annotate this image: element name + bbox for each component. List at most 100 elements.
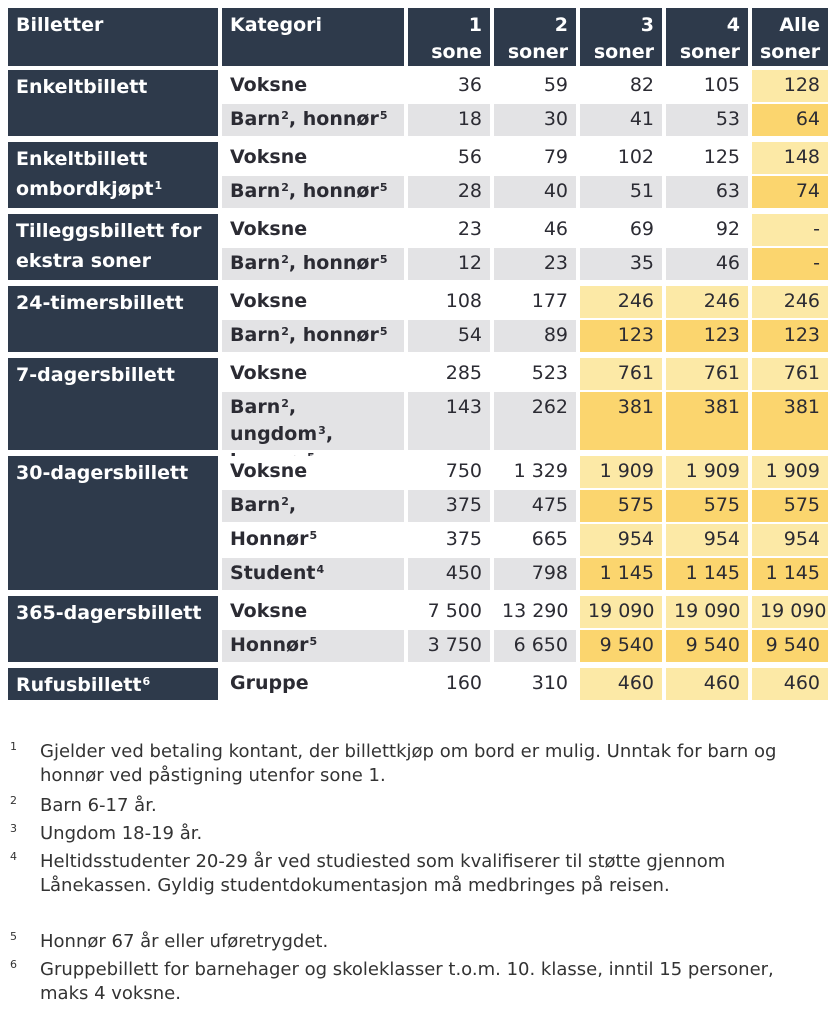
category-cell: Barn2, honnør5 bbox=[222, 248, 404, 280]
price-cell: 128 bbox=[752, 70, 828, 102]
price-cell: 148 bbox=[752, 142, 828, 174]
price-cell: 450 bbox=[408, 558, 490, 590]
price-cell: 1 909 bbox=[666, 456, 748, 488]
price-cell: 761 bbox=[580, 358, 662, 390]
price-cell: 575 bbox=[666, 490, 748, 522]
price-cell: 375 bbox=[408, 490, 490, 522]
price-cell: 102 bbox=[580, 142, 662, 174]
price-cell: 310 bbox=[494, 668, 576, 700]
category-cell: Barn2, honnør5 bbox=[222, 104, 404, 136]
price-cell: 460 bbox=[666, 668, 748, 700]
price-cell: 1 145 bbox=[580, 558, 662, 590]
price-cell: 23 bbox=[494, 248, 576, 280]
ticket-type: 24-timersbillett bbox=[8, 286, 218, 352]
price-cell: 105 bbox=[666, 70, 748, 102]
footnote-marker: 1 bbox=[10, 740, 17, 753]
price-cell: 19 090 bbox=[752, 596, 828, 628]
price-cell: 954 bbox=[752, 524, 828, 556]
price-cell: 1 909 bbox=[752, 456, 828, 488]
price-cell: 177 bbox=[494, 286, 576, 318]
category-cell: Barn2, ungdom3, honnør5 bbox=[222, 392, 404, 472]
zone-number: 4 bbox=[726, 14, 740, 36]
footnote-text: Gjelder ved betaling kontant, der billet… bbox=[40, 741, 777, 786]
price-cell: 3 750 bbox=[408, 630, 490, 662]
zone-unit: sone bbox=[431, 41, 482, 63]
header-zone-4: 4 soner bbox=[666, 8, 748, 66]
category-cell: Voksne bbox=[222, 142, 404, 174]
category-cell: Honnør5 bbox=[222, 630, 404, 662]
header-category: Kategori bbox=[222, 8, 404, 66]
price-cell: 750 bbox=[408, 456, 490, 488]
price-cell: 160 bbox=[408, 668, 490, 700]
price-cell: 9 540 bbox=[752, 630, 828, 662]
zone-unit: soner bbox=[507, 41, 568, 63]
category-cell: Gruppe bbox=[222, 668, 404, 700]
price-cell: 665 bbox=[494, 524, 576, 556]
footnote-marker: 3 bbox=[10, 822, 17, 835]
price-cell: 246 bbox=[580, 286, 662, 318]
ticket-type: Rufusbillett6 bbox=[8, 668, 218, 700]
footnote-text: Gruppebillett for barnehager og skolekla… bbox=[40, 959, 774, 1004]
header-zone-5: Alle soner bbox=[752, 8, 828, 66]
price-cell: 523 bbox=[494, 358, 576, 390]
price-cell: 246 bbox=[752, 286, 828, 318]
price-cell: 12 bbox=[408, 248, 490, 280]
price-cell: 285 bbox=[408, 358, 490, 390]
price-cell: 89 bbox=[494, 320, 576, 352]
price-cell: 6 650 bbox=[494, 630, 576, 662]
category-cell: Barn2, ungdom3 bbox=[222, 490, 404, 543]
price-cell: 460 bbox=[752, 668, 828, 700]
zone-number: 3 bbox=[640, 14, 654, 36]
price-cell: 123 bbox=[580, 320, 662, 352]
category-cell: Voksne bbox=[222, 214, 404, 246]
price-cell: 798 bbox=[494, 558, 576, 590]
category-cell: Student4 bbox=[222, 558, 404, 590]
header-zone-1: 1 sone bbox=[408, 8, 490, 66]
category-cell: Voksne bbox=[222, 596, 404, 628]
price-cell: 375 bbox=[408, 524, 490, 556]
price-cell: 143 bbox=[408, 392, 490, 450]
price-cell: 40 bbox=[494, 176, 576, 208]
price-cell: 761 bbox=[666, 358, 748, 390]
price-cell: 246 bbox=[666, 286, 748, 318]
price-cell: 46 bbox=[666, 248, 748, 280]
price-cell: 63 bbox=[666, 176, 748, 208]
ticket-type: Tilleggsbillett for ekstra soner bbox=[8, 214, 218, 280]
price-cell: 59 bbox=[494, 70, 576, 102]
ticket-type: 30-dagersbillett bbox=[8, 456, 218, 590]
price-cell: 53 bbox=[666, 104, 748, 136]
footnote-marker: 6 bbox=[10, 958, 17, 971]
price-cell: 381 bbox=[752, 392, 828, 450]
price-cell: 1 329 bbox=[494, 456, 576, 488]
price-cell: 92 bbox=[666, 214, 748, 246]
price-cell: 262 bbox=[494, 392, 576, 450]
ticket-type: 7-dagersbillett bbox=[8, 358, 218, 450]
price-cell: 28 bbox=[408, 176, 490, 208]
price-cell: 575 bbox=[752, 490, 828, 522]
zone-number: Alle bbox=[779, 14, 820, 36]
footnote-text: Barn 6-17 år. bbox=[40, 795, 157, 816]
zone-unit: soner bbox=[760, 41, 821, 63]
zone-number: 1 bbox=[468, 14, 482, 36]
price-cell: 41 bbox=[580, 104, 662, 136]
zone-unit: soner bbox=[679, 41, 740, 63]
price-cell: 1 145 bbox=[752, 558, 828, 590]
category-cell: Voksne bbox=[222, 70, 404, 102]
price-cell: 18 bbox=[408, 104, 490, 136]
price-cell: 123 bbox=[752, 320, 828, 352]
price-cell: 56 bbox=[408, 142, 490, 174]
price-cell: 19 090 bbox=[666, 596, 748, 628]
header-zone-2: 2 soner bbox=[494, 8, 576, 66]
category-cell: Voksne bbox=[222, 286, 404, 318]
price-cell: 82 bbox=[580, 70, 662, 102]
ticket-type: Enkeltbillett ombordkjøpt1 bbox=[8, 142, 218, 208]
price-cell: 54 bbox=[408, 320, 490, 352]
zone-unit: soner bbox=[593, 41, 654, 63]
category-cell: Barn2, honnør5 bbox=[222, 320, 404, 352]
price-cell: 36 bbox=[408, 70, 490, 102]
footnote-text: Ungdom 18-19 år. bbox=[40, 823, 203, 844]
price-cell: 79 bbox=[494, 142, 576, 174]
price-cell: - bbox=[752, 248, 828, 280]
price-cell: 30 bbox=[494, 104, 576, 136]
price-cell: 51 bbox=[580, 176, 662, 208]
